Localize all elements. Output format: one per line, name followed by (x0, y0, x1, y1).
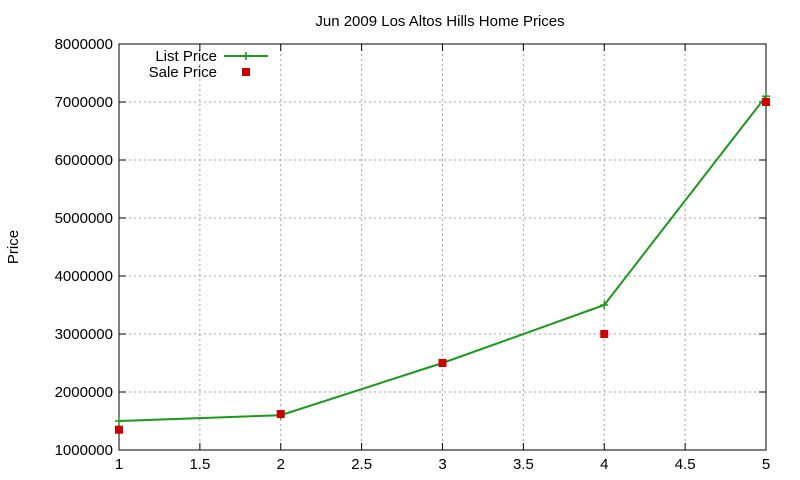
data-point (276, 410, 285, 419)
data-point (115, 425, 123, 434)
data-point (438, 359, 447, 367)
y-tick-label: 6000000 (55, 152, 113, 169)
y-tick-label: 3000000 (55, 326, 113, 343)
data-point (115, 417, 123, 425)
y-axis-label: Price (5, 230, 22, 264)
y-tick-label: 7000000 (55, 94, 113, 111)
y-axis-tick-labels: 1000000 2000000 3000000 4000000 5000000 60000… (55, 36, 113, 459)
x-tick-label: 3.5 (513, 456, 534, 473)
x-axis-tick-labels: 1 1.5 2 2.5 3 3.5 4 4.5 5 (115, 456, 770, 473)
x-tick-label: 4.5 (675, 456, 696, 473)
x-tick-label: 3 (438, 456, 446, 473)
grid (119, 44, 766, 450)
data-point (600, 301, 609, 309)
legend-marker (242, 68, 250, 76)
legend-label: List Price (155, 48, 217, 65)
x-tick-label: 1 (115, 456, 123, 473)
y-tick-label: 2000000 (55, 384, 113, 401)
x-tick-label: 4 (600, 456, 608, 473)
axis-ticks (118, 43, 767, 451)
x-tick-label: 2 (277, 456, 285, 473)
x-tick-label: 2.5 (351, 456, 372, 473)
legend-marker (242, 52, 250, 60)
data-point (600, 330, 609, 338)
chart-title: Jun 2009 Los Altos Hills Home Prices (315, 13, 564, 30)
series-layer (115, 92, 770, 434)
y-tick-label: 8000000 (55, 36, 113, 53)
y-tick-label: 5000000 (55, 210, 113, 227)
series-1 (115, 98, 770, 434)
y-tick-label: 4000000 (55, 268, 113, 285)
x-tick-label: 5 (762, 456, 770, 473)
x-tick-label: 1.5 (189, 456, 210, 473)
legend-label: Sale Price (149, 64, 217, 81)
y-tick-label: 1000000 (55, 442, 113, 459)
data-point (762, 98, 770, 106)
